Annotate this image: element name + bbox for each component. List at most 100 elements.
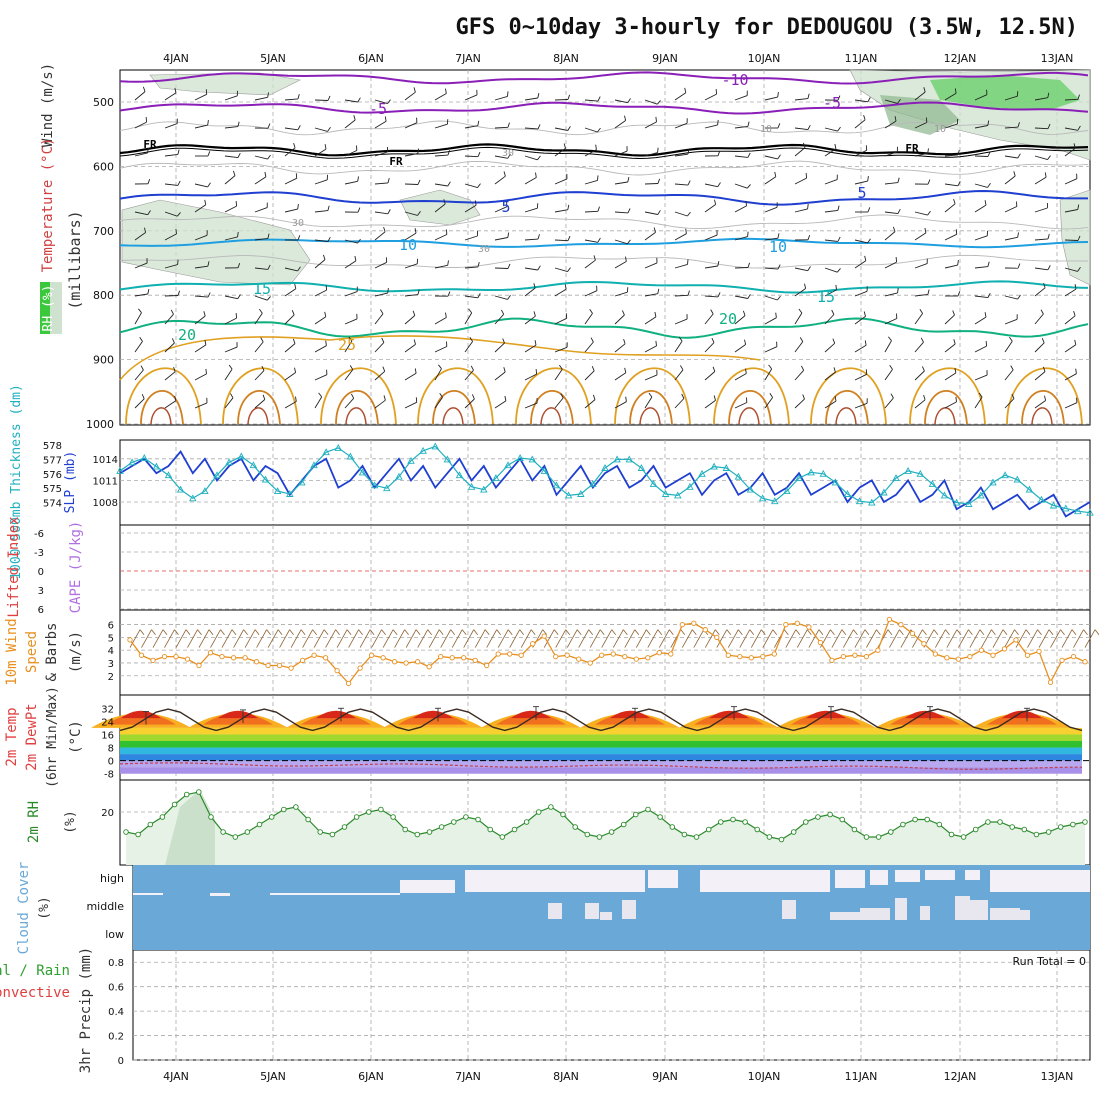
upper-wind-barb xyxy=(974,183,988,188)
wind10-barb-flag xyxy=(507,629,513,636)
upper-wind-barb xyxy=(584,290,598,297)
top-date-label: 8JAN xyxy=(553,52,579,65)
upper-wind-barb-flag xyxy=(204,199,207,205)
upper-wind-barb-flag xyxy=(348,336,353,342)
wind10-barb xyxy=(555,629,567,648)
temp-tick-label: 24 xyxy=(101,717,114,728)
wind10-barb xyxy=(854,629,866,648)
temp-contour-label: 15 xyxy=(817,288,835,306)
upper-wind-barb-flag xyxy=(747,121,750,127)
thickness-point xyxy=(455,471,464,479)
upper-wind-barb xyxy=(224,126,238,129)
upper-wind-barb-flag xyxy=(804,283,807,289)
upper-wind-barb xyxy=(614,372,627,381)
wind-tick-label: 3 xyxy=(108,659,114,670)
upper-wind-barb-flag xyxy=(1044,395,1047,401)
bottom-date-label: 9JAN xyxy=(652,1070,678,1083)
upper-wind-barb-flag xyxy=(713,395,716,401)
thickness-point xyxy=(783,487,791,495)
thickness-point xyxy=(1025,485,1034,493)
upper-wind-barb-flag xyxy=(837,236,841,242)
wind10-point xyxy=(829,657,835,664)
wind10-barb xyxy=(325,629,336,648)
rh2m-point xyxy=(244,829,251,835)
upper-wind-barb-flag xyxy=(987,292,991,298)
wind10-barb xyxy=(256,629,267,648)
upper-wind-barb xyxy=(194,93,207,101)
upper-wind-barb-flag xyxy=(1010,365,1014,371)
rh2m-point xyxy=(596,834,603,840)
upper-wind-barb-flag xyxy=(952,310,955,316)
upper-wind-barb-flag xyxy=(357,238,361,244)
upper-wind-barb xyxy=(194,183,208,188)
rh-contour-line xyxy=(119,214,1089,230)
upper-wind-barb-flag xyxy=(205,368,207,374)
wind10-point xyxy=(622,653,628,660)
upper-wind-barb-flag xyxy=(802,394,805,400)
upper-wind-barb-flag xyxy=(322,254,326,260)
upper-wind-barb xyxy=(884,120,897,129)
upper-wind-barb xyxy=(794,288,806,297)
thickness-point xyxy=(176,485,185,493)
upper-wind-barb xyxy=(944,183,958,187)
rh2m-point xyxy=(1057,824,1064,830)
slp-tick-label: 1008 xyxy=(93,498,118,509)
rh2m-point xyxy=(948,831,955,838)
upper-wind-barb xyxy=(674,183,689,186)
bottom-date-label: 12JAN xyxy=(944,1070,977,1083)
wind10-barb-flag xyxy=(381,629,386,636)
upper-wind-barb-flag xyxy=(1075,368,1077,374)
upper-wind-barb-flag xyxy=(353,115,356,121)
wind10-barb-flag xyxy=(622,629,628,636)
wind10-barb xyxy=(796,629,808,648)
cape-tick-label: 6 xyxy=(38,605,44,616)
upper-wind-barb xyxy=(614,343,626,353)
thickness-point xyxy=(164,471,173,479)
upper-wind-barb xyxy=(374,99,388,105)
upper-wind-barb xyxy=(194,344,207,353)
wind10-barb-flag xyxy=(830,629,835,636)
upper-wind-barb-flag xyxy=(567,267,571,272)
rh2m-point xyxy=(159,814,166,820)
rh2m-point xyxy=(839,816,845,823)
upper-wind-barb xyxy=(974,345,987,353)
rh2m-point xyxy=(353,814,360,820)
temp-tick-label: 16 xyxy=(101,730,114,741)
wind10-point xyxy=(633,656,639,662)
upper-wind-barb-flag xyxy=(867,176,869,182)
upper-wind-barb xyxy=(794,369,805,381)
upper-wind-barb-flag xyxy=(438,364,442,369)
upper-wind-barb xyxy=(374,182,389,185)
upper-wind-barb-flag xyxy=(1009,336,1013,342)
upper-wind-barb-flag xyxy=(1077,267,1081,272)
upper-wind-barb xyxy=(704,313,714,325)
upper-wind-barb-flag xyxy=(357,97,361,103)
upper-wind-barb-flag xyxy=(919,309,923,314)
temp-contour-25-lobe xyxy=(614,367,691,425)
wind10-barb xyxy=(187,629,198,648)
upper-wind-barb xyxy=(554,99,569,101)
upper-wind-barb xyxy=(584,179,598,185)
wind10-barb xyxy=(981,629,992,648)
rh2m-point xyxy=(633,811,639,818)
upper-wind-barb xyxy=(224,397,234,409)
upper-wind-barb-flag xyxy=(1041,338,1045,343)
upper-wind-barb xyxy=(734,402,747,409)
upper-wind-barb xyxy=(464,155,479,158)
upper-wind-barb xyxy=(854,290,868,297)
upper-wind-barb xyxy=(764,206,778,213)
top-date-label: 7JAN xyxy=(455,52,481,65)
wind10-barb xyxy=(658,629,670,648)
upper-wind-barb xyxy=(1004,398,1015,409)
rh2m-point xyxy=(657,814,663,820)
wind10-point xyxy=(875,647,881,653)
upper-wind-barb-flag xyxy=(259,308,263,314)
upper-wind-barb-flag xyxy=(387,99,391,104)
rh2m-point xyxy=(402,826,408,833)
upper-wind-barb-flag xyxy=(507,263,511,269)
wind10-barb-flag xyxy=(530,629,536,636)
upper-wind-barb xyxy=(884,369,893,381)
upper-wind-barb-flag xyxy=(387,209,391,215)
temp-contour-label: 10 xyxy=(769,238,787,256)
